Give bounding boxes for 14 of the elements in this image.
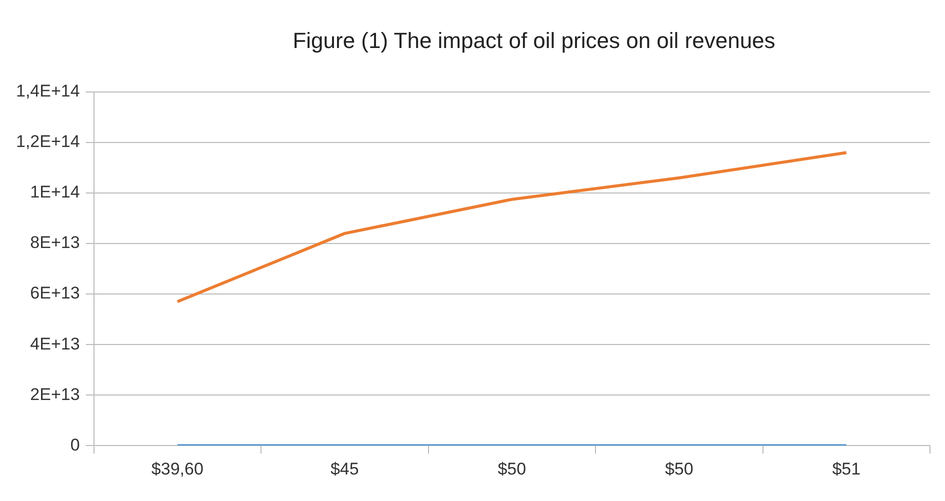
y-tick-label: 4E+13: [30, 334, 80, 354]
chart-title: Figure (1) The impact of oil prices on oil revenues: [292, 28, 776, 54]
y-tick-label: 1,4E+14: [16, 82, 80, 101]
x-tick-label: $45: [330, 459, 359, 478]
y-tick-label: 2E+13: [30, 384, 80, 404]
x-tick-label: $50: [664, 459, 694, 478]
y-tick-label: 8E+13: [30, 233, 80, 252]
x-tick-label: $50: [498, 459, 526, 478]
x-tick-label: $39,60: [151, 459, 204, 478]
y-tick-label: 6E+13: [30, 284, 80, 303]
x-tick-label: $51: [832, 459, 861, 478]
y-tick-label: 0: [70, 435, 80, 454]
y-tick-label: 1,2E+14: [16, 132, 80, 152]
y-tick-label: 1E+14: [30, 182, 80, 202]
